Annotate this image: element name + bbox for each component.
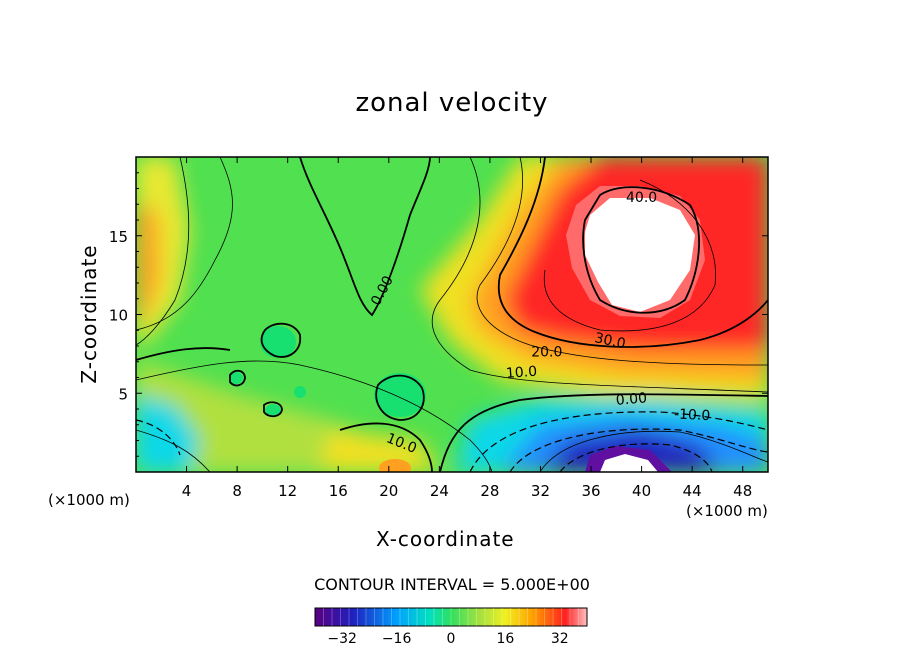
contour-lines-thin — [136, 157, 768, 472]
y-tick-label: 10 — [109, 307, 128, 325]
colorbar-tick-label: 0 — [447, 631, 456, 647]
contour-label: -10.0 — [674, 406, 711, 424]
velocity-field — [136, 157, 768, 472]
x-tick-label: 36 — [581, 482, 600, 500]
colorbar-tick-label: 32 — [551, 631, 569, 647]
max-region — [585, 198, 695, 312]
y-tick-label: 5 — [118, 385, 128, 403]
colorbar-ticks: −32 −16 0 16 32 — [327, 631, 568, 647]
x-tick-label: 32 — [531, 482, 550, 500]
contour-label: 20.0 — [531, 344, 562, 360]
y-axis: 5 10 15 — [109, 172, 768, 457]
contour-label: 40.0 — [626, 190, 657, 206]
x-tick-label: 48 — [733, 482, 752, 500]
x-tick-label: 16 — [329, 482, 348, 500]
contour-interval-text: CONTOUR INTERVAL = 5.000E+00 — [314, 575, 590, 594]
x-tick-label: 24 — [430, 482, 449, 500]
x-tick-label: 44 — [683, 482, 702, 500]
x-tick-label: 28 — [480, 482, 499, 500]
x-axis-unit: (×1000 m) — [686, 502, 768, 520]
x-tick-label: 8 — [232, 482, 242, 500]
x-tick-label: 12 — [278, 482, 297, 500]
colorbar-tick-label: 16 — [496, 631, 514, 647]
contour-lines-thick — [136, 157, 768, 472]
y-axis-unit: (×1000 m) — [48, 491, 130, 509]
contour-label: 10.0 — [505, 364, 537, 382]
x-tick-label: 20 — [379, 482, 398, 500]
contour-label: 30.0 — [593, 330, 627, 352]
colorbar-tick-label: −16 — [382, 631, 412, 647]
colorbar-tick-label: −32 — [327, 631, 357, 647]
x-axis-label: X-coordinate — [376, 527, 515, 551]
colorbar — [314, 607, 588, 627]
x-tick-label: 40 — [632, 482, 651, 500]
y-axis-label: Z-coordinate — [77, 244, 101, 384]
chart-title: zonal velocity — [355, 88, 549, 118]
contour-lines-negative — [136, 411, 768, 472]
min-region — [600, 454, 658, 472]
x-axis: 4 8 12 16 20 24 28 32 36 40 44 48 — [182, 157, 752, 500]
x-tick-label: 4 — [182, 482, 192, 500]
colorbar-segments — [323, 608, 579, 626]
contour-label: 0.00 — [615, 390, 647, 409]
y-tick-label: 15 — [109, 228, 128, 246]
